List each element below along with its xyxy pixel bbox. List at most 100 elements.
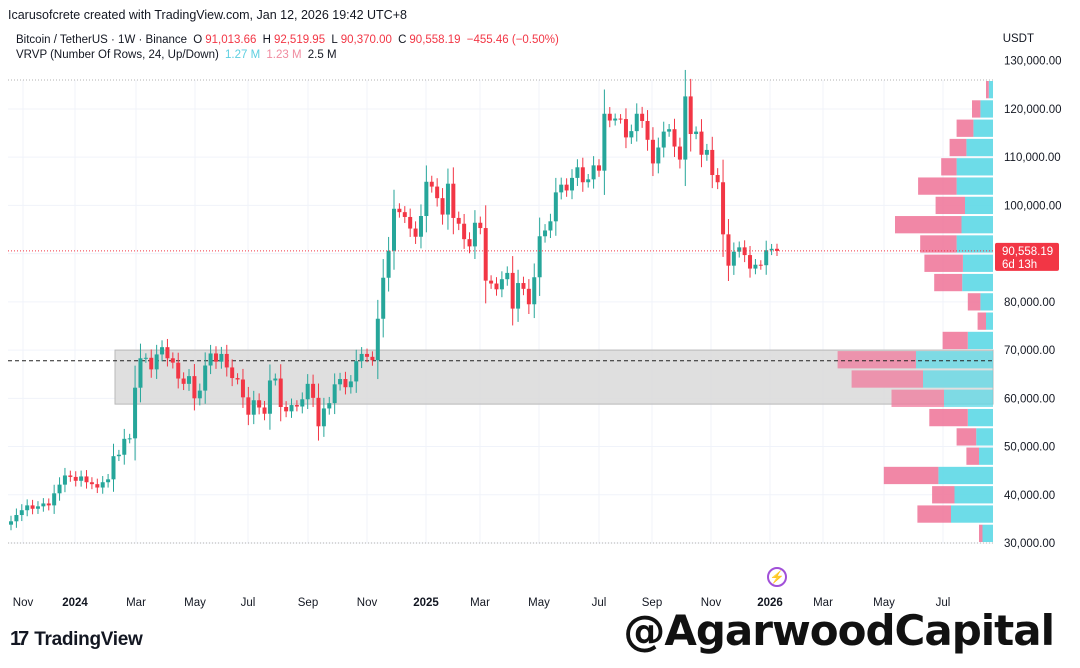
- candle-body: [769, 248, 774, 251]
- y-tick-label: 80,000.00: [1004, 297, 1055, 309]
- candle-body: [526, 288, 531, 305]
- vp-up-bar: [956, 158, 993, 176]
- candle-body: [100, 482, 105, 488]
- vp-up-bar: [980, 100, 993, 118]
- candle-body: [521, 283, 526, 289]
- candle-body: [219, 353, 224, 362]
- candle-body: [537, 236, 542, 278]
- x-tick-label: May: [184, 597, 206, 609]
- symbol-legend[interactable]: Bitcoin / TetherUS · 1W · Binance O 91,01…: [16, 34, 562, 46]
- candle-body: [564, 184, 569, 191]
- x-tick-label: Nov: [13, 597, 34, 609]
- candle-body: [176, 362, 181, 379]
- candle-body: [607, 113, 612, 121]
- vp-up-bar: [967, 408, 993, 427]
- candle-body: [52, 493, 57, 506]
- vp-down-bar: [934, 273, 963, 292]
- chart-caption: Icarusofcrete created with TradingView.c…: [8, 8, 407, 22]
- axis-currency-label[interactable]: USDT: [1002, 33, 1034, 45]
- candle-body: [370, 356, 375, 361]
- change-value: −455.46 (−0.50%): [466, 34, 559, 46]
- candle-body: [213, 353, 218, 362]
- candle-body: [640, 113, 645, 121]
- candle-body: [688, 96, 693, 135]
- author-watermark: @AgarwoodCapital: [623, 606, 1055, 655]
- candle-body: [111, 456, 116, 480]
- vrvp-up-volume: 1.27 M: [225, 49, 261, 61]
- vp-down-bar: [895, 216, 962, 234]
- candle-body: [46, 503, 51, 506]
- candle-body: [418, 216, 423, 237]
- vp-down-bar: [942, 331, 968, 350]
- y-tick-label: 110,000.00: [1004, 152, 1061, 164]
- last-price-value: 90,558.19: [1002, 246, 1053, 258]
- candle-body: [704, 149, 709, 155]
- candle-body: [41, 503, 46, 507]
- candle-body: [343, 379, 348, 388]
- y-tick-label: 100,000.00: [1004, 200, 1062, 212]
- candle-body: [721, 182, 726, 235]
- low-label: L: [331, 34, 338, 46]
- tradingview-logo: 17 TradingView: [10, 628, 143, 651]
- vp-down-bar: [967, 293, 981, 311]
- candle-body: [257, 400, 262, 408]
- candle-body: [338, 379, 343, 385]
- x-tick-label: May: [528, 597, 550, 609]
- candle-body: [758, 264, 763, 266]
- candle-body: [429, 181, 434, 187]
- candle-body: [467, 239, 472, 247]
- candle-body: [327, 403, 332, 409]
- candle-body: [116, 454, 121, 457]
- candle-body: [35, 506, 40, 509]
- candle-body: [165, 347, 170, 359]
- x-tick-label: 2025: [413, 597, 439, 609]
- candle-body: [435, 186, 440, 199]
- vp-down-bar: [920, 235, 957, 253]
- candle-body: [316, 397, 321, 427]
- candle-body: [543, 230, 548, 237]
- candle-body: [294, 405, 299, 407]
- candle-body: [677, 146, 682, 160]
- candle-body: [731, 251, 736, 266]
- vp-up-bar: [956, 235, 993, 253]
- candle-body: [737, 247, 742, 252]
- close-label: C: [398, 34, 407, 46]
- vp-down-bar: [924, 254, 963, 272]
- y-tick-label: 70,000.00: [1004, 345, 1055, 357]
- candle-body: [629, 131, 634, 138]
- x-tick-label: Mar: [813, 597, 833, 609]
- candle-body: [19, 510, 24, 516]
- candle-body: [478, 222, 483, 229]
- candle-body: [591, 165, 596, 180]
- x-tick-label: Sep: [298, 597, 318, 609]
- vp-down-bar: [979, 524, 983, 542]
- vp-up-bar: [938, 466, 993, 485]
- vp-down-bar: [917, 505, 951, 523]
- candle-body: [127, 438, 132, 440]
- candle-body: [9, 521, 13, 525]
- candle-body: [305, 383, 310, 400]
- candle-body: [710, 149, 715, 176]
- candle-body: [321, 408, 326, 427]
- candle-body: [656, 147, 661, 164]
- event-bolt-icon[interactable]: ⚡: [767, 567, 787, 587]
- vp-down-bar: [837, 351, 916, 369]
- candle-body: [133, 387, 138, 439]
- candle-body: [197, 390, 202, 399]
- candle-body: [726, 234, 731, 266]
- low-value: 90,370.00: [340, 34, 392, 46]
- x-tick-label: 2026: [757, 597, 783, 609]
- open-label: O: [193, 34, 203, 46]
- vrvp-legend[interactable]: VRVP (Number Of Rows, 24, Up/Down) 1.27 …: [16, 49, 340, 61]
- candle-body: [661, 131, 666, 148]
- candle-body: [402, 212, 407, 217]
- candle-body: [14, 515, 19, 522]
- vp-up-bar: [965, 196, 993, 215]
- vp-up-bar: [944, 389, 993, 407]
- candle-body: [462, 223, 467, 240]
- y-tick-label: 30,000.00: [1004, 538, 1055, 550]
- candle-body: [79, 476, 84, 481]
- candle-body: [532, 277, 537, 305]
- candle-body: [359, 353, 364, 362]
